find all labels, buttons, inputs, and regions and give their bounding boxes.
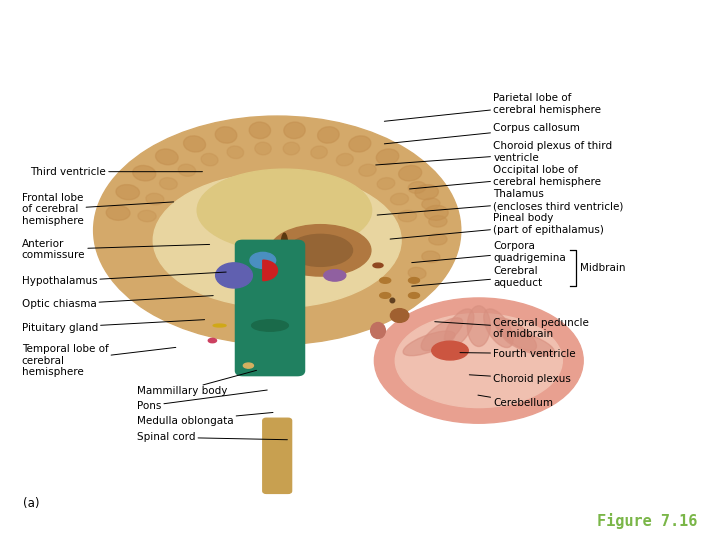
Ellipse shape (484, 309, 513, 348)
Ellipse shape (160, 178, 177, 190)
Ellipse shape (336, 153, 354, 166)
Ellipse shape (252, 320, 288, 331)
Text: Parietal lobe of
cerebral hemisphere: Parietal lobe of cerebral hemisphere (384, 93, 601, 122)
Ellipse shape (374, 298, 583, 423)
Ellipse shape (428, 215, 447, 227)
Ellipse shape (288, 234, 353, 266)
Ellipse shape (281, 233, 288, 267)
Ellipse shape (284, 122, 305, 139)
FancyBboxPatch shape (263, 418, 292, 494)
Ellipse shape (398, 210, 417, 222)
Text: Choroid plexus of third
ventricle: Choroid plexus of third ventricle (376, 141, 612, 165)
Ellipse shape (324, 269, 346, 281)
Ellipse shape (116, 185, 140, 200)
Text: Frontal lobe
of cerebral
hemisphere: Frontal lobe of cerebral hemisphere (22, 193, 174, 226)
Ellipse shape (359, 164, 376, 176)
Ellipse shape (408, 267, 426, 279)
Text: Pons: Pons (137, 390, 267, 411)
Ellipse shape (495, 318, 536, 350)
Ellipse shape (408, 293, 420, 298)
Text: (a): (a) (23, 497, 40, 510)
Ellipse shape (153, 173, 401, 308)
Ellipse shape (403, 331, 455, 356)
Ellipse shape (179, 164, 196, 176)
Ellipse shape (399, 165, 422, 181)
Ellipse shape (422, 251, 440, 262)
Text: Spinal cord: Spinal cord (137, 433, 287, 442)
Ellipse shape (227, 146, 243, 159)
Ellipse shape (94, 116, 461, 345)
Wedge shape (263, 260, 277, 281)
Text: Third ventricle: Third ventricle (30, 167, 202, 177)
Ellipse shape (390, 193, 408, 205)
Ellipse shape (250, 252, 276, 268)
Ellipse shape (421, 318, 463, 350)
Ellipse shape (138, 210, 156, 222)
Ellipse shape (390, 309, 409, 322)
Ellipse shape (311, 146, 328, 159)
Text: Thalamus
(encloses third ventricle): Thalamus (encloses third ventricle) (377, 190, 624, 215)
Ellipse shape (415, 185, 438, 200)
Text: Hypothalamus: Hypothalamus (22, 272, 226, 286)
Ellipse shape (283, 142, 300, 155)
Ellipse shape (444, 309, 474, 348)
Ellipse shape (503, 331, 554, 356)
Ellipse shape (213, 324, 226, 327)
Ellipse shape (422, 198, 440, 210)
Ellipse shape (243, 363, 253, 368)
Text: Fourth ventricle: Fourth ventricle (460, 349, 576, 359)
Ellipse shape (390, 298, 395, 303)
Text: Optic chiasma: Optic chiasma (22, 295, 213, 309)
Ellipse shape (249, 122, 271, 139)
Text: Choroid plexus: Choroid plexus (469, 374, 571, 383)
Ellipse shape (184, 136, 205, 152)
Text: Cerebral peduncle
of midbrain: Cerebral peduncle of midbrain (435, 318, 589, 339)
Ellipse shape (373, 263, 383, 268)
Ellipse shape (216, 263, 253, 288)
Ellipse shape (197, 169, 372, 252)
FancyBboxPatch shape (235, 240, 305, 376)
Ellipse shape (408, 278, 420, 284)
Ellipse shape (132, 165, 156, 181)
Ellipse shape (379, 293, 391, 298)
Text: Temporal lobe of
cerebral
hemisphere: Temporal lobe of cerebral hemisphere (22, 344, 176, 377)
Ellipse shape (270, 225, 371, 276)
Ellipse shape (428, 233, 447, 245)
Text: Figure 7.16: Figure 7.16 (597, 513, 697, 529)
Ellipse shape (349, 136, 371, 152)
Ellipse shape (424, 205, 449, 220)
Ellipse shape (106, 205, 130, 220)
Ellipse shape (156, 149, 178, 165)
Ellipse shape (318, 127, 339, 143)
Ellipse shape (395, 314, 562, 408)
Text: Medulla oblongata: Medulla oblongata (137, 413, 273, 426)
Text: Cerebellum: Cerebellum (478, 395, 553, 408)
Ellipse shape (467, 306, 490, 347)
Ellipse shape (146, 193, 164, 205)
Ellipse shape (208, 339, 217, 343)
Text: Cerebral
aqueduct: Cerebral aqueduct (412, 266, 542, 288)
Text: Corpus callosum: Corpus callosum (384, 123, 580, 144)
Ellipse shape (379, 278, 391, 284)
Ellipse shape (432, 341, 468, 360)
Text: Corpora
quadrigemina: Corpora quadrigemina (412, 241, 566, 262)
Text: Occipital lobe of
cerebral hemisphere: Occipital lobe of cerebral hemisphere (410, 165, 601, 189)
Ellipse shape (215, 127, 237, 143)
Text: Anterior
commissure: Anterior commissure (22, 239, 210, 260)
Text: Mammillary body: Mammillary body (137, 370, 256, 396)
Text: Pituitary gland: Pituitary gland (22, 320, 204, 333)
Ellipse shape (255, 142, 271, 155)
Ellipse shape (408, 181, 426, 193)
Ellipse shape (377, 178, 395, 190)
Text: Midbrain: Midbrain (580, 264, 625, 273)
Ellipse shape (377, 149, 399, 165)
Ellipse shape (371, 322, 385, 339)
Text: Pineal body
(part of epithalamus): Pineal body (part of epithalamus) (390, 213, 604, 239)
Ellipse shape (201, 153, 218, 166)
